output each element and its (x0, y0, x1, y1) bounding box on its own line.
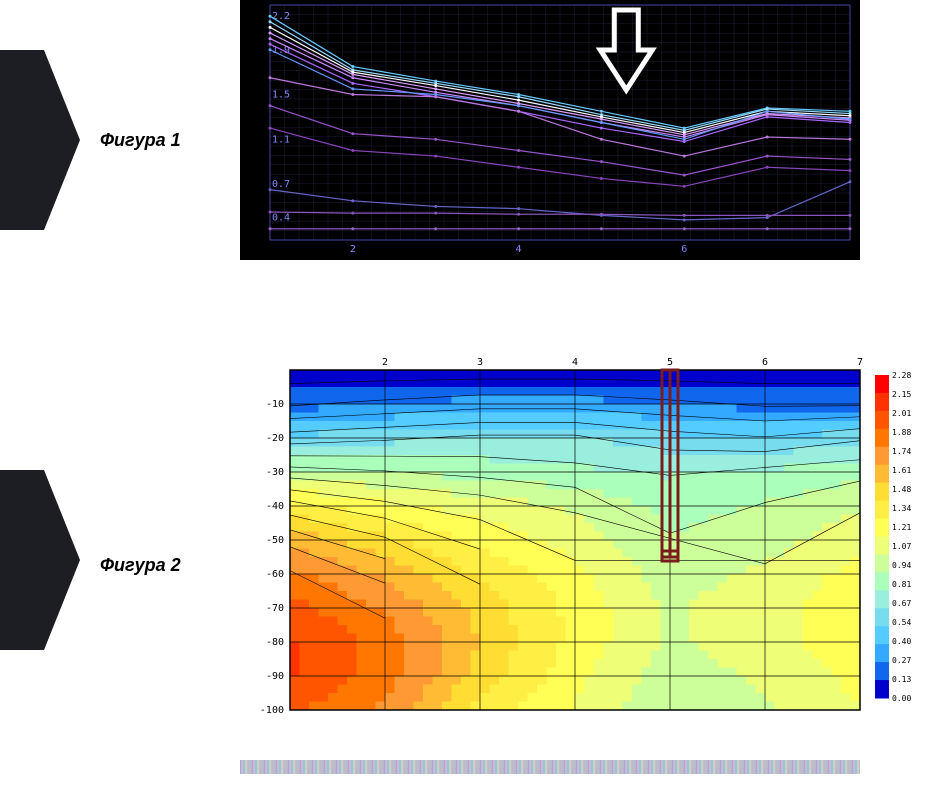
svg-text:0.00: 0.00 (892, 694, 911, 703)
svg-text:2: 2 (350, 244, 356, 255)
svg-text:4: 4 (516, 244, 522, 255)
svg-text:5: 5 (667, 357, 673, 368)
svg-text:1.5: 1.5 (272, 90, 290, 101)
svg-text:-40: -40 (266, 501, 284, 512)
svg-text:0.27: 0.27 (892, 656, 911, 665)
svg-text:0.67: 0.67 (892, 599, 911, 608)
svg-text:1.07: 1.07 (892, 542, 911, 551)
svg-text:1.74: 1.74 (892, 447, 911, 456)
svg-text:6: 6 (762, 357, 768, 368)
figure-1-label: Фигура 1 (100, 130, 181, 151)
svg-text:2.28: 2.28 (892, 371, 911, 380)
svg-text:0.54: 0.54 (892, 618, 911, 627)
contour-heatmap: 2 3 4 5 6 7 -10 -20 -30 -40 -50 -60 -70 -80 -90 -100 2.2… (240, 350, 920, 720)
figure-2-label: Фигура 2 (100, 555, 181, 576)
svg-text:3: 3 (477, 357, 483, 368)
svg-text:4: 4 (572, 357, 578, 368)
svg-text:-80: -80 (266, 637, 284, 648)
svg-text:-70: -70 (266, 603, 284, 614)
svg-text:1.61: 1.61 (892, 466, 911, 475)
svg-text:-50: -50 (266, 535, 284, 546)
svg-text:7: 7 (857, 357, 863, 368)
svg-text:0.40: 0.40 (892, 637, 911, 646)
svg-text:-90: -90 (266, 671, 284, 682)
svg-text:0.81: 0.81 (892, 580, 911, 589)
svg-text:-30: -30 (266, 467, 284, 478)
svg-text:2.15: 2.15 (892, 390, 911, 399)
svg-text:1.1: 1.1 (272, 134, 290, 145)
svg-text:0.7: 0.7 (272, 179, 290, 190)
svg-text:1.21: 1.21 (892, 523, 911, 532)
svg-text:0.94: 0.94 (892, 561, 911, 570)
svg-text:6: 6 (681, 244, 687, 255)
svg-text:2.01: 2.01 (892, 409, 911, 418)
svg-text:-10: -10 (266, 399, 284, 410)
svg-text:2.2: 2.2 (272, 11, 290, 22)
svg-text:1.34: 1.34 (892, 504, 911, 513)
svg-text:0.4: 0.4 (272, 213, 290, 224)
svg-text:-100: -100 (260, 705, 284, 716)
svg-text:1.48: 1.48 (892, 485, 911, 494)
svg-text:-20: -20 (266, 433, 284, 444)
svg-text:2: 2 (382, 357, 388, 368)
svg-text:1.88: 1.88 (892, 428, 911, 437)
svg-text:-60: -60 (266, 569, 284, 580)
line-chart: 0.40.71.11.51.92.2246 (240, 0, 860, 260)
chevron-decoration-1 (0, 50, 80, 230)
noise-bar (240, 760, 860, 774)
svg-text:0.13: 0.13 (892, 675, 911, 684)
chevron-decoration-2 (0, 470, 80, 650)
